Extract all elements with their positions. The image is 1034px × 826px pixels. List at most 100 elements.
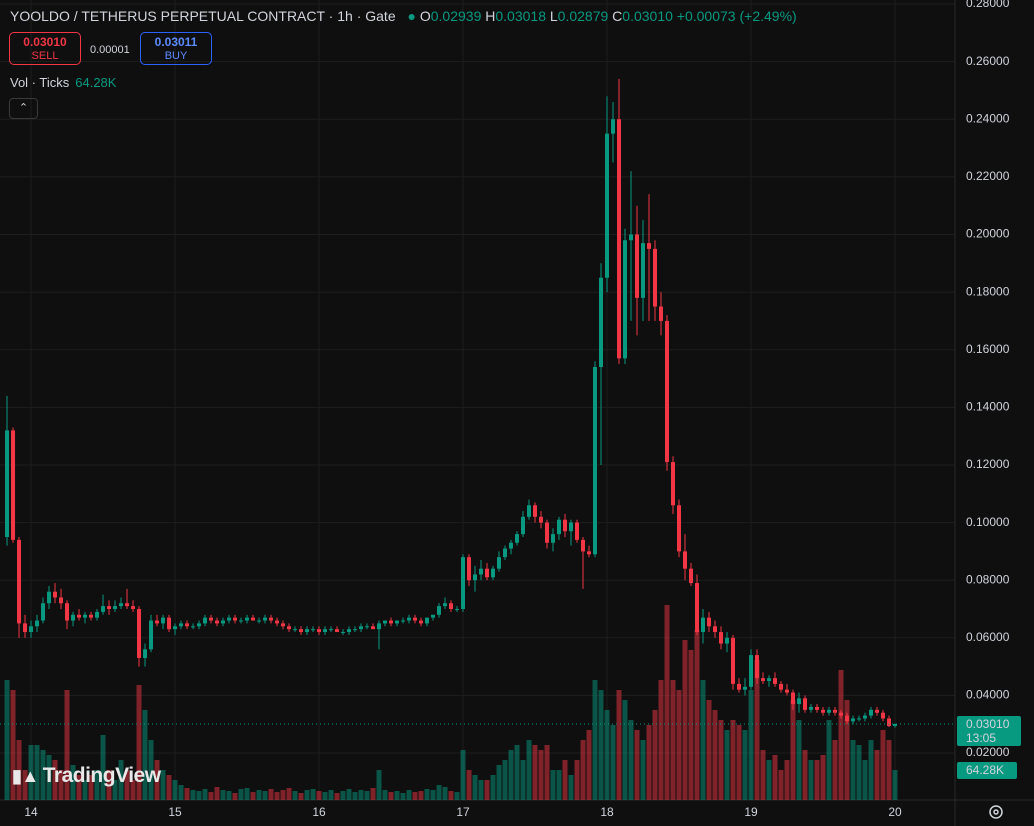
volume-bar [778,769,784,800]
volume-bar [772,755,778,800]
volume-bar [484,779,490,800]
candle-body [803,698,808,710]
candle-body [287,626,292,630]
collapse-button[interactable]: ⌃ [9,98,38,119]
volume-bar [712,709,718,800]
settings-icon[interactable] [986,802,1006,822]
volume-bar [646,724,652,800]
candle-body [377,623,382,630]
volume-bar [514,744,520,800]
candle-body [533,505,538,517]
volume-bar [388,792,394,800]
candle-body [893,723,898,726]
candle-body [485,568,490,578]
candle-body [845,715,850,722]
candle-body [245,617,250,621]
volume-bar [598,689,604,800]
watermark: ▮▲ TradingView [12,764,161,788]
volume-bar [340,790,346,800]
volume-bar [520,760,526,800]
y-tick-label: 0.08000 [966,572,1010,586]
volume-bar [160,769,166,800]
volume-bar [358,790,364,800]
volume-bar [472,774,478,800]
y-tick-label: 0.04000 [966,688,1010,702]
volume-bar [394,790,400,800]
volume-bar [706,699,712,800]
volume-bar [490,774,496,800]
y-tick-label: 0.10000 [966,515,1010,529]
candle-body [821,709,826,713]
candle-body [383,620,388,624]
candle-body [317,629,322,633]
volume-name: Vol · Ticks [10,75,70,90]
volume-bar [532,744,538,800]
volume-bar [454,792,460,800]
volume-bar [802,749,808,800]
candle-body [599,277,604,368]
volume-bar [832,739,838,800]
volume-bar [88,774,94,800]
candle-body [83,614,88,618]
volume-bar [76,774,82,800]
candle-body [395,620,400,624]
volume-bar [376,769,382,800]
candle-body [593,367,598,555]
candle-body [683,551,688,569]
volume-bar [304,790,310,800]
candle-body [815,706,820,710]
candle-body [623,240,628,359]
volume-bar [568,774,574,800]
candle-body [41,603,46,621]
candle-body [551,534,556,543]
volume-bar [616,689,622,800]
candle-body [689,568,694,584]
candle-body [137,609,142,658]
volume-bar [34,744,40,800]
sell-button[interactable]: 0.03010 SELL [9,32,81,65]
candle-body [425,617,430,624]
volume-bar [28,744,34,800]
y-tick-label: 0.14000 [966,400,1010,414]
candle-body [167,617,172,630]
volume-bar [352,792,358,800]
volume-bar [580,739,586,800]
candle-body [503,548,508,558]
sell-price: 0.03010 [23,35,67,49]
volume-bar [652,709,658,800]
volume-tag [957,761,1017,779]
candle-body [857,718,862,720]
buy-price: 0.03011 [154,35,198,49]
candle-body [359,626,364,630]
x-tick-label: 17 [456,805,470,819]
volume-bar [82,779,88,800]
candle-body [755,655,760,679]
candle-body [635,234,640,298]
logo: ▮▲ [12,766,39,786]
candle-body [371,626,376,630]
candle-body [707,617,712,627]
volume-bar [208,792,214,800]
volume-bar [868,739,874,800]
candle-body [305,629,310,633]
volume-bar [4,679,10,800]
volume-bar [238,788,244,800]
volume-bar [874,749,880,800]
volume-bar [244,788,250,800]
volume-bar [574,760,580,800]
volume-bar [634,729,640,800]
candle-body [737,683,742,690]
x-tick-label: 14 [24,805,38,819]
buy-button[interactable]: 0.03011 BUY [140,32,212,65]
candle-body [389,620,394,624]
candle-body [17,539,22,624]
candle-body [473,574,478,581]
candle-body [719,632,724,644]
volume-bar [136,684,142,800]
volume-bar [328,790,334,800]
volume-bar [16,739,22,800]
change-pct: (+2.49%) [739,8,797,24]
candle-body [275,620,280,624]
ohlc-key: L [549,8,558,24]
volume-bar [688,649,694,800]
